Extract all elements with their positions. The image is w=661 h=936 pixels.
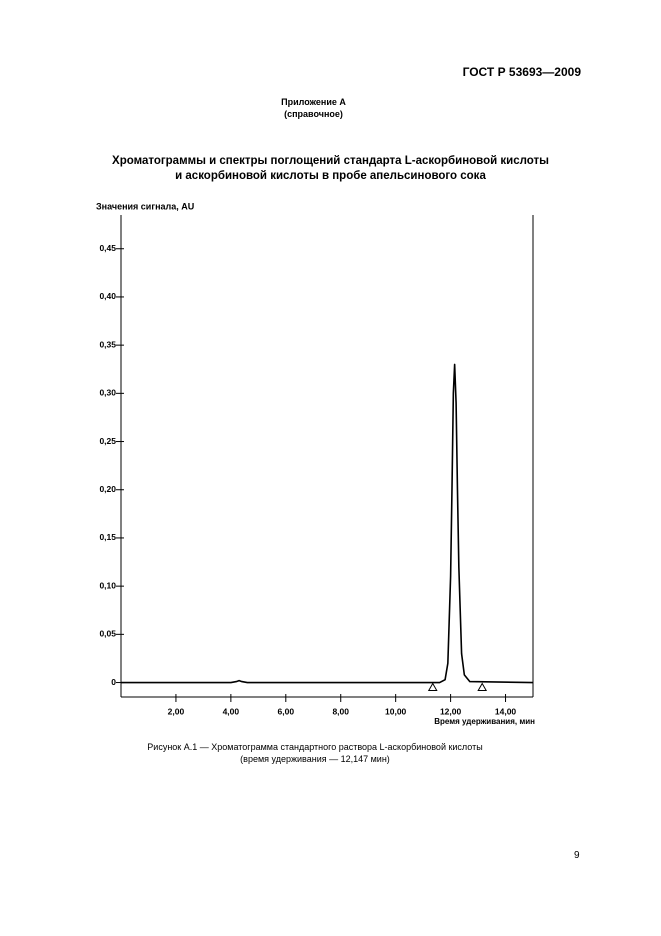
chart: Значения сигнала, AU Время удерживания, … (96, 201, 535, 726)
section-title: Хроматограммы и спектры поглощений станд… (112, 155, 549, 167)
y-tick-label: 0,20 (99, 484, 116, 494)
caption: Рисунок А.1 — Хроматограмма стандартного… (147, 742, 483, 752)
x-tick-label: 10,00 (385, 706, 407, 716)
appendix-note: (справочное) (284, 109, 343, 119)
y-tick-label: 0,45 (99, 243, 116, 253)
y-tick-label: 0,05 (99, 629, 116, 639)
page-number: 9 (574, 850, 580, 861)
y-tick-label: 0,15 (99, 532, 116, 542)
x-tick-label: 2,00 (168, 706, 185, 716)
integration-marker (477, 682, 488, 692)
section-title: и аскорбиновой кислоты в пробе апельсино… (175, 170, 486, 182)
y-tick-label: 0,10 (99, 580, 116, 590)
x-tick-label: 6,00 (278, 706, 295, 716)
y-axis-label: Значения сигнала, AU (96, 201, 194, 211)
x-tick-label: 8,00 (332, 706, 349, 716)
integration-marker (427, 682, 438, 692)
x-tick-label: 12,00 (440, 706, 462, 716)
caption: (время удерживания — 12,147 мин) (240, 754, 390, 764)
y-tick-label: 0,30 (99, 388, 116, 398)
appendix-title: Приложение А (281, 97, 346, 107)
x-tick-label: 14,00 (495, 706, 517, 716)
x-axis-label: Время удерживания, мин (434, 717, 535, 726)
y-tick-label: 0 (111, 677, 116, 687)
standard-code: ГОСТ Р 53693—2009 (462, 65, 581, 79)
y-tick-label: 0,40 (99, 291, 116, 301)
y-tick-label: 0,25 (99, 436, 116, 446)
chromatogram-line (121, 363, 534, 684)
y-tick-label: 0,35 (99, 339, 116, 349)
x-tick-label: 4,00 (223, 706, 240, 716)
